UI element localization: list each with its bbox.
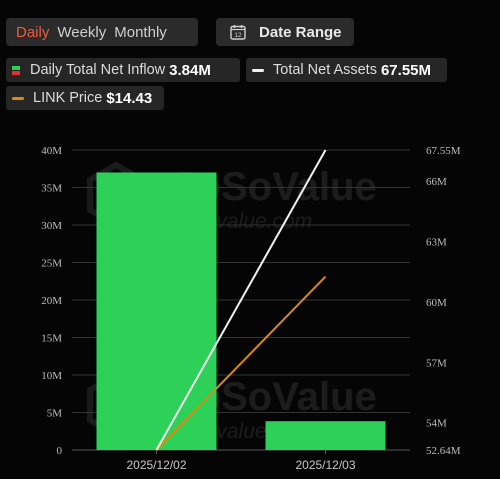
right-axis-tick-label: 63M [426, 237, 447, 249]
tab-monthly[interactable]: Monthly [114, 23, 167, 41]
x-axis-tick-label: 2025/12/03 [295, 458, 355, 472]
right-axis-tick-label: 52.64M [426, 445, 461, 457]
left-axis-tick-label: 25M [41, 258, 62, 270]
line-link-price [155, 275, 327, 451]
assets-line-swatch-icon [252, 68, 264, 72]
left-axis-tick-label: 5M [47, 408, 63, 420]
tab-daily[interactable]: Daily [16, 23, 50, 41]
x-axis-tick-label: 2025/12/02 [126, 458, 186, 472]
calendar-icon: 12 [230, 25, 246, 40]
right-axis-tick-label: 54M [426, 418, 447, 430]
price-line-swatch-icon [12, 96, 24, 100]
svg-text:12: 12 [234, 32, 242, 39]
right-axis-tick-label: 66M [426, 176, 447, 188]
date-range-label: Date Range [259, 23, 342, 41]
legend-inflow-value: 3.84M [169, 61, 211, 79]
bar-daily-net-inflow [265, 421, 386, 450]
legend-total-net-assets[interactable]: Total Net Assets 67.55M [246, 58, 447, 82]
period-tabs: Daily Weekly Monthly [6, 18, 198, 46]
right-axis-tick-label: 57M [426, 357, 447, 369]
left-axis-tick-label: 20M [41, 295, 62, 307]
legend-assets-label: Total Net Assets [273, 62, 377, 78]
legend-inflow-label: Daily Total Net Inflow [30, 62, 166, 78]
legend-assets-value: 67.55M [380, 61, 432, 79]
left-axis-tick-label: 15M [41, 333, 62, 345]
tab-weekly[interactable]: Weekly [57, 23, 107, 41]
legend-daily-net-inflow[interactable]: Daily Total Net Inflow 3.84M [6, 58, 240, 82]
right-axis-tick-label: 60M [426, 297, 447, 309]
left-axis-tick-label: 35M [41, 183, 62, 195]
legend-link-price[interactable]: LINK Price $14.43 [6, 86, 164, 110]
left-axis-tick-label: 30M [41, 220, 62, 232]
left-axis-tick-label: 40M [41, 145, 62, 157]
right-axis-tick-label: 67.55M [426, 145, 461, 157]
inflow-swatch-icon [12, 65, 20, 75]
bar-daily-net-inflow [96, 172, 217, 450]
date-range-button[interactable]: 12 Date Range [216, 18, 354, 46]
line-total-net-assets [155, 149, 327, 451]
left-axis-tick-label: 0 [57, 445, 63, 457]
legend-price-label: LINK Price [33, 90, 103, 106]
left-axis-tick-label: 10M [41, 370, 62, 382]
legend-price-value: $14.43 [106, 89, 153, 107]
